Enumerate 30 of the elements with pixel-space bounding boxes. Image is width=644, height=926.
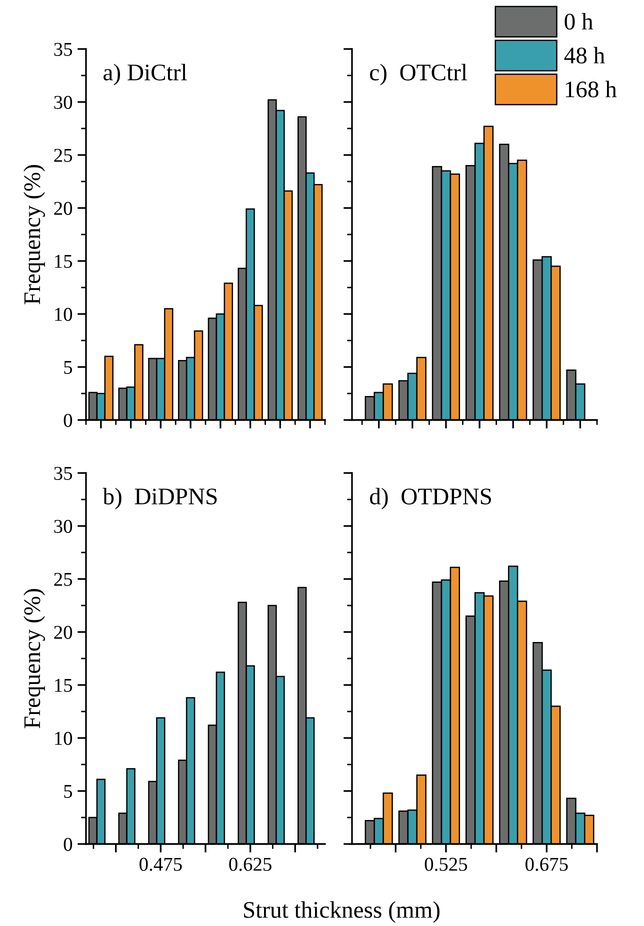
x-axis-title: Strut thickness (mm) xyxy=(244,901,440,923)
legend-label: 168 h xyxy=(566,80,617,98)
y-tick-label: 10 xyxy=(55,732,72,745)
x-tick-label: 0.525 xyxy=(424,858,468,871)
y-tick-label: 0 xyxy=(64,414,72,427)
y-tick-label: 5 xyxy=(64,361,72,374)
x-tick-label: 0.675 xyxy=(526,858,568,871)
x-tick-label: 0.625 xyxy=(229,858,272,871)
y-tick-label: 10 xyxy=(55,308,72,321)
legend-label: 0 h xyxy=(564,13,594,30)
annotation: a) DiCtrl xyxy=(104,64,187,86)
y-tick-label: 25 xyxy=(54,148,72,162)
annotation: b) DiDPNS xyxy=(102,488,217,510)
legend-label: 48 h xyxy=(564,46,605,64)
y-tick-label: 20 xyxy=(54,626,72,639)
annotation: d) OTDPNS xyxy=(370,488,491,510)
y-tick-label: 5 xyxy=(64,785,72,798)
y-tick-label: 35 xyxy=(54,466,72,480)
y-tick-label: 25 xyxy=(54,572,72,586)
y-axis-title: Frequency (%) xyxy=(24,589,46,728)
y-tick-label: 35 xyxy=(54,42,72,56)
y-tick-label: 20 xyxy=(54,202,72,215)
y-tick-label: 30 xyxy=(54,520,72,533)
y-tick-label: 30 xyxy=(54,96,72,109)
y-tick-label: 15 xyxy=(55,254,72,268)
x-tick-label: 0.475 xyxy=(140,858,182,871)
y-tick-label: 0 xyxy=(64,838,72,851)
y-tick-label: 15 xyxy=(55,678,72,692)
y-axis-title: Frequency (%) xyxy=(24,165,46,304)
annotation: c) OTCtrl xyxy=(370,64,468,86)
